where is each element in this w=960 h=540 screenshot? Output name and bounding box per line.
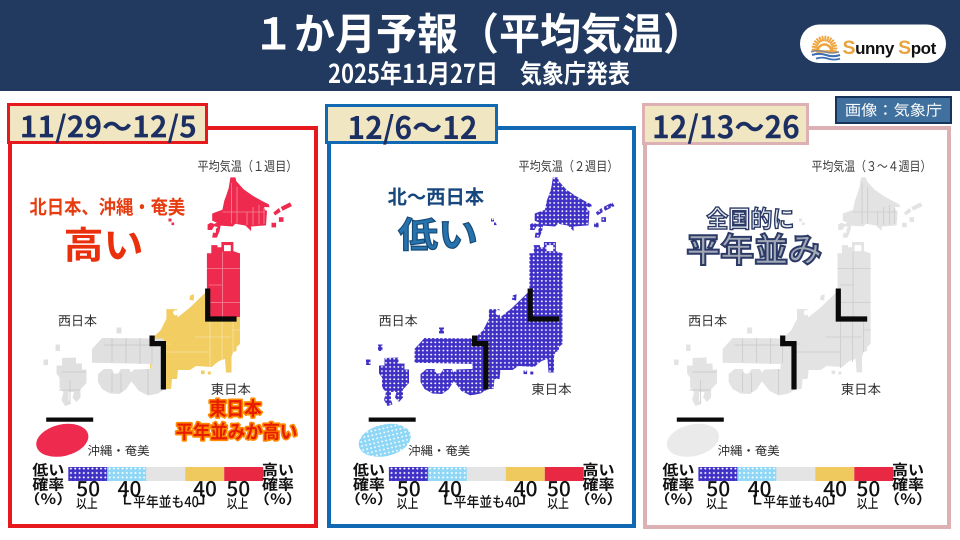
- svg-text:Sunny Spot: Sunny Spot: [843, 37, 937, 59]
